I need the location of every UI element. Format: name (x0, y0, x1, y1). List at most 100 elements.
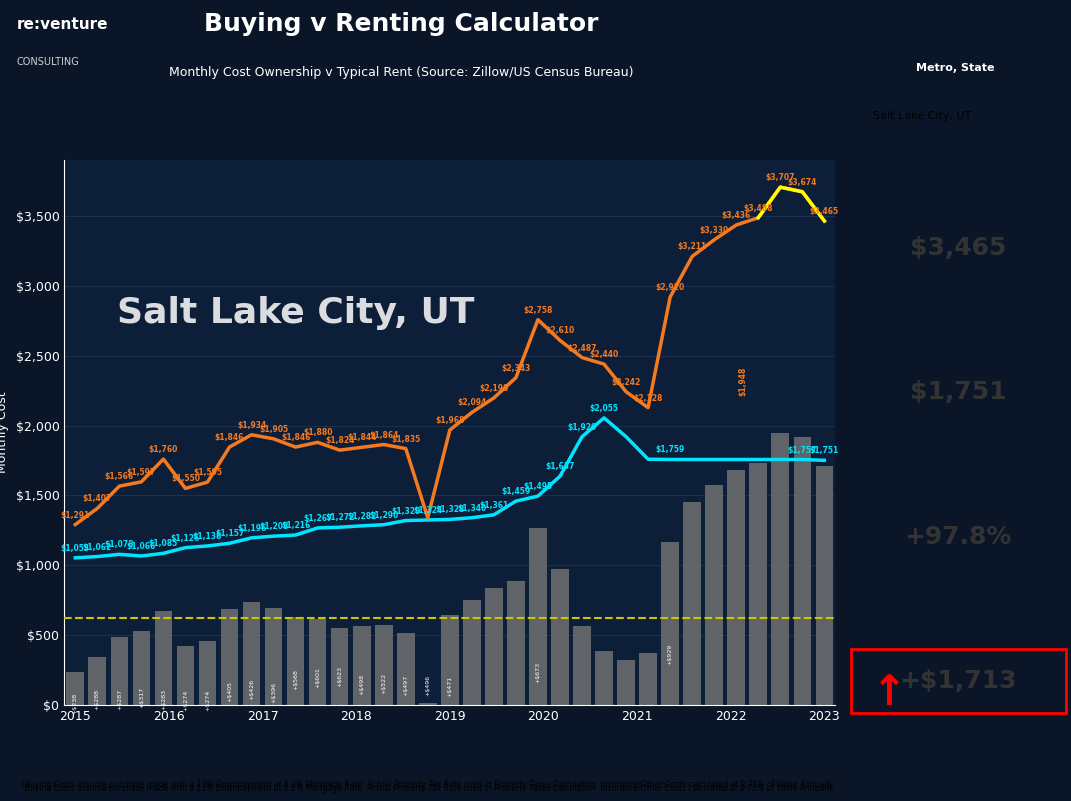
Text: +$623: +$623 (337, 666, 342, 686)
Text: $3,465: $3,465 (910, 236, 1007, 260)
Bar (463, 600, 481, 705)
Bar (133, 630, 150, 705)
Text: Salt Lake City, UT: Salt Lake City, UT (117, 296, 474, 330)
Bar (683, 501, 702, 705)
Text: $1,880: $1,880 (303, 429, 332, 437)
Text: +$287: +$287 (117, 689, 122, 710)
Bar (66, 672, 85, 705)
Text: $2,758: $2,758 (524, 306, 553, 315)
Bar (419, 702, 437, 705)
Text: $1,066: $1,066 (126, 542, 156, 551)
Text: +$426: +$426 (250, 679, 254, 700)
Text: $1,751: $1,751 (910, 380, 1007, 405)
Bar (198, 641, 216, 705)
Text: $3,674: $3,674 (787, 178, 817, 187)
Text: $1,864: $1,864 (369, 431, 398, 440)
Y-axis label: Monthly Cost: Monthly Cost (0, 392, 9, 473)
Text: $1,595: $1,595 (193, 468, 222, 477)
Bar (639, 654, 657, 705)
Text: $1,196: $1,196 (237, 524, 267, 533)
Text: $1,340: $1,340 (457, 504, 486, 513)
Bar (308, 619, 327, 705)
Bar (154, 610, 172, 705)
Text: $1,053: $1,053 (61, 544, 90, 553)
Text: $1,760: $1,760 (149, 445, 178, 454)
Text: $1,157: $1,157 (215, 529, 244, 538)
Bar (529, 529, 547, 705)
Bar (375, 625, 393, 705)
Bar (331, 628, 348, 705)
Text: +97.8%: +97.8% (905, 525, 1012, 549)
Text: CONSULTING: CONSULTING (17, 58, 79, 67)
Text: $1,267: $1,267 (303, 514, 332, 523)
Text: +$238: +$238 (73, 692, 78, 714)
Bar (441, 615, 458, 705)
Text: +$929: +$929 (667, 644, 673, 666)
Text: $1,757: $1,757 (787, 445, 817, 454)
Text: $3,707: $3,707 (766, 173, 795, 182)
Bar (507, 582, 525, 705)
Text: $1,846: $1,846 (281, 433, 311, 442)
Text: +$568: +$568 (293, 670, 298, 690)
Text: $1,216: $1,216 (281, 521, 311, 530)
Text: +$283: +$283 (161, 690, 166, 710)
Bar (727, 470, 745, 705)
Text: $1,282: $1,282 (347, 512, 376, 521)
Text: $2,128: $2,128 (633, 394, 663, 403)
Bar (661, 542, 679, 705)
Bar (706, 485, 723, 705)
Bar (595, 651, 613, 705)
Text: $2,198: $2,198 (479, 384, 509, 393)
Text: +$673: +$673 (536, 662, 541, 683)
Text: $2,242: $2,242 (612, 378, 640, 387)
Bar (221, 609, 239, 705)
Text: $1,361: $1,361 (479, 501, 509, 510)
Text: +$522: +$522 (381, 673, 387, 694)
Text: $1,320: $1,320 (391, 506, 421, 516)
Text: +$496: +$496 (425, 674, 431, 695)
Text: Buying: Buying (921, 160, 996, 179)
Text: $1,759: $1,759 (655, 445, 684, 454)
Text: $1,948: $1,948 (739, 366, 748, 396)
Bar (815, 465, 833, 705)
Text: ↑: ↑ (872, 672, 906, 714)
Text: $1,208: $1,208 (259, 522, 288, 531)
Text: +$274: +$274 (183, 690, 187, 711)
Text: $1,597: $1,597 (126, 468, 156, 477)
Text: $2,094: $2,094 (457, 398, 486, 408)
Text: (Zillow Typical Rent/Mo): (Zillow Typical Rent/Mo) (901, 341, 1016, 351)
Text: +$396: +$396 (271, 682, 276, 702)
Text: $1,407: $1,407 (82, 494, 112, 504)
Bar (243, 602, 260, 705)
Text: $1,824: $1,824 (325, 437, 355, 445)
Bar (177, 646, 194, 705)
Text: $2,920: $2,920 (655, 283, 684, 292)
Text: $1,905: $1,905 (259, 425, 288, 434)
Text: $1,062: $1,062 (82, 542, 112, 552)
Text: $1,835: $1,835 (391, 435, 421, 444)
Text: $1,968: $1,968 (435, 416, 465, 425)
Bar (397, 633, 414, 705)
Text: $2,610: $2,610 (545, 327, 575, 336)
Bar (485, 588, 502, 705)
Text: Metro, State: Metro, State (916, 63, 994, 73)
Text: $1,272: $1,272 (325, 513, 355, 522)
Text: $1,751: $1,751 (810, 446, 839, 456)
Text: $1,934: $1,934 (237, 421, 267, 430)
Text: (Buying v Renting): (Buying v Renting) (912, 485, 1005, 495)
Text: $2,055: $2,055 (589, 404, 619, 413)
Bar (573, 626, 591, 705)
Bar (750, 463, 767, 705)
Text: +$274: +$274 (205, 690, 210, 711)
Text: % Difference: % Difference (899, 449, 1019, 467)
Text: $1,324: $1,324 (413, 506, 442, 515)
Text: $3,436: $3,436 (722, 211, 751, 220)
Text: Monthly Cost Ownership v Typical Rent (Source: Zillow/US Census Bureau): Monthly Cost Ownership v Typical Rent (S… (169, 66, 633, 78)
Text: +$1,713: +$1,713 (900, 669, 1017, 693)
Text: (Mtg+Taxes+Insurance/Mo): (Mtg+Taxes+Insurance/Mo) (891, 197, 1026, 207)
Text: $1,328: $1,328 (435, 505, 465, 514)
Bar (771, 433, 789, 705)
Text: +$601: +$601 (315, 667, 320, 688)
Text: Salt Lake City, UT: Salt Lake City, UT (873, 111, 971, 121)
Bar (552, 569, 569, 705)
